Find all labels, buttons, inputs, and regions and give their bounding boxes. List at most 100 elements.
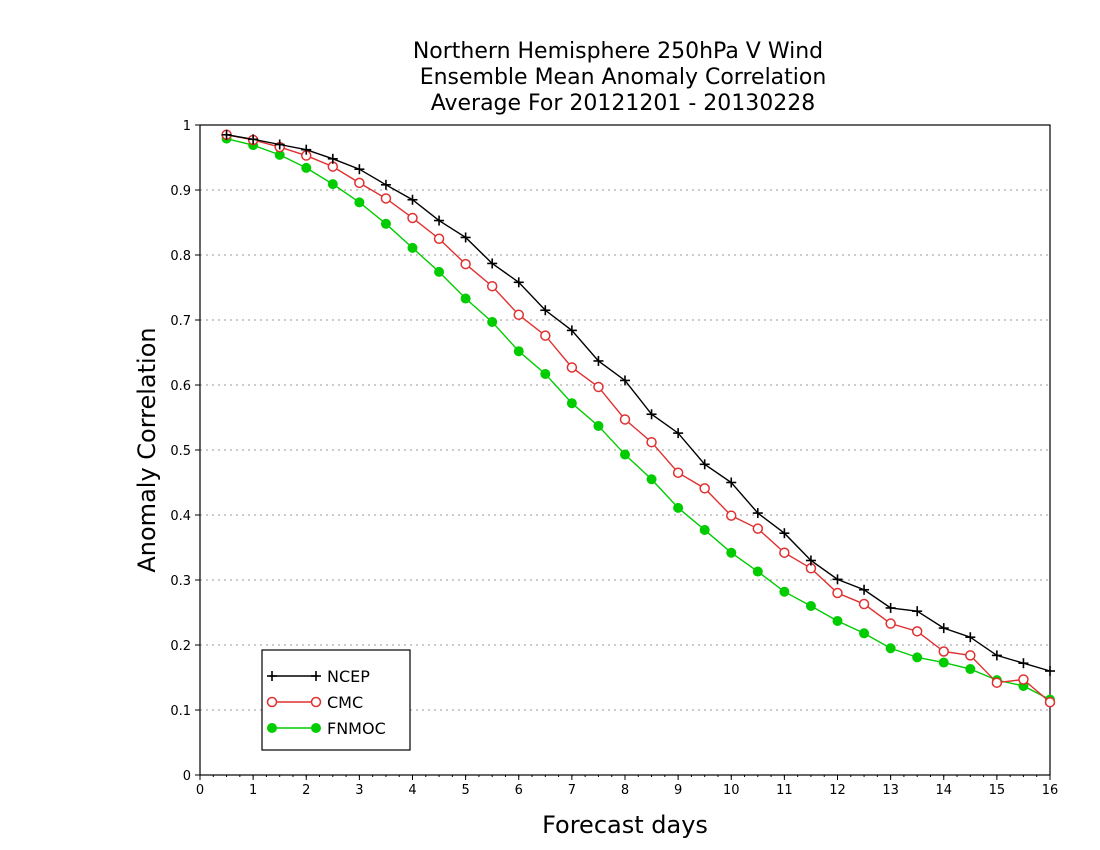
data-point-fnmoc bbox=[673, 502, 684, 513]
data-point-cmc bbox=[752, 523, 764, 534]
data-point-ncep bbox=[327, 153, 338, 164]
x-tick-label: 4 bbox=[408, 783, 416, 798]
data-point-ncep bbox=[779, 528, 790, 539]
data-point-ncep bbox=[673, 428, 684, 439]
data-point-ncep bbox=[513, 277, 524, 288]
data-point-ncep bbox=[885, 602, 896, 613]
legend-marker bbox=[311, 671, 321, 681]
data-point-cmc bbox=[380, 193, 392, 204]
data-point-fnmoc bbox=[752, 566, 763, 577]
x-tick-label: 9 bbox=[674, 783, 682, 798]
data-point-fnmoc bbox=[620, 449, 630, 460]
data-point-ncep bbox=[380, 179, 391, 190]
data-point-ncep bbox=[354, 164, 365, 175]
title-line-2: Ensemble Mean Anomaly Correlation bbox=[420, 65, 827, 90]
data-point-fnmoc bbox=[699, 524, 710, 535]
data-point-ncep bbox=[221, 129, 232, 140]
x-tick-label: 2 bbox=[302, 783, 310, 798]
y-tick-label: 0.8 bbox=[170, 249, 191, 264]
data-point-ncep bbox=[805, 555, 816, 566]
data-point-fnmoc bbox=[646, 474, 657, 485]
data-point-fnmoc bbox=[460, 293, 471, 304]
y-tick-label: 1 bbox=[183, 119, 191, 134]
y-tick-label: 0.2 bbox=[170, 639, 191, 654]
data-point-cmc bbox=[433, 233, 445, 244]
data-point-cmc bbox=[1018, 674, 1029, 685]
y-tick-label: 0.3 bbox=[170, 574, 191, 589]
y-tick-label: 0.1 bbox=[170, 704, 191, 719]
series-line-ncep bbox=[226, 134, 1051, 672]
chart-title: Northern Hemisphere 250hPa V Wind Ensemb… bbox=[413, 39, 826, 116]
x-tick-label: 15 bbox=[989, 783, 1006, 798]
y-tick-label: 0.5 bbox=[170, 444, 191, 459]
data-point-ncep bbox=[620, 375, 630, 386]
data-point-fnmoc bbox=[380, 218, 391, 229]
data-point-ncep bbox=[434, 215, 445, 226]
data-point-cmc bbox=[619, 414, 631, 425]
data-point-fnmoc bbox=[513, 346, 524, 357]
data-point-ncep bbox=[566, 325, 577, 336]
title-line-1: Northern Hemisphere 250hPa V Wind bbox=[413, 39, 823, 64]
x-tick-label: 8 bbox=[621, 783, 629, 798]
data-point-ncep bbox=[593, 355, 604, 366]
data-point-cmc bbox=[486, 280, 498, 292]
data-point-cmc bbox=[566, 362, 578, 373]
data-point-fnmoc bbox=[327, 179, 338, 190]
y-tick-label: 0.9 bbox=[170, 184, 191, 199]
legend-label: CMC bbox=[327, 693, 363, 712]
data-point-fnmoc bbox=[407, 242, 418, 253]
x-tick-label: 6 bbox=[515, 783, 523, 798]
x-tick-label: 7 bbox=[568, 783, 576, 798]
series-cmc bbox=[221, 129, 1056, 708]
data-point-ncep bbox=[752, 508, 763, 519]
legend-label: NCEP bbox=[327, 667, 370, 686]
data-point-cmc bbox=[938, 646, 949, 657]
x-axis: 0 1 2 3 4 5 6 7 8 9 10 11 12 13 14 15 16 bbox=[196, 775, 1058, 798]
x-tick-label: 16 bbox=[1042, 783, 1059, 798]
x-tick-label: 0 bbox=[196, 783, 204, 798]
x-tick-label: 11 bbox=[776, 783, 793, 798]
data-point-ncep bbox=[540, 305, 551, 316]
data-point-fnmoc bbox=[487, 316, 498, 327]
data-point-ncep bbox=[965, 632, 976, 643]
data-point-fnmoc bbox=[965, 664, 976, 675]
data-point-cmc bbox=[911, 626, 923, 637]
data-point-cmc bbox=[672, 467, 684, 478]
data-point-cmc bbox=[779, 547, 790, 558]
data-point-ncep bbox=[301, 144, 312, 155]
data-point-fnmoc bbox=[354, 197, 365, 208]
legend-marker bbox=[311, 723, 321, 733]
data-point-ncep bbox=[1018, 658, 1029, 669]
legend-item-cmc: CMC bbox=[266, 693, 363, 712]
y-axis-label: Anomaly Correlation bbox=[133, 327, 161, 572]
x-tick-label: 3 bbox=[355, 783, 363, 798]
data-point-fnmoc bbox=[566, 398, 577, 409]
data-point-cmc bbox=[832, 587, 843, 599]
legend-item-ncep: NCEP bbox=[267, 667, 370, 686]
data-point-cmc bbox=[965, 650, 976, 661]
data-point-fnmoc bbox=[805, 601, 816, 611]
data-point-fnmoc bbox=[832, 615, 843, 626]
data-point-ncep bbox=[460, 232, 471, 243]
data-point-ncep bbox=[248, 134, 259, 145]
data-point-cmc bbox=[858, 598, 870, 610]
data-point-ncep bbox=[646, 409, 657, 420]
x-axis-label: Forecast days bbox=[542, 811, 708, 839]
data-point-cmc bbox=[593, 381, 604, 393]
series-fnmoc bbox=[221, 133, 1055, 705]
data-point-ncep bbox=[832, 574, 843, 585]
legend-marker bbox=[267, 671, 277, 681]
data-point-cmc bbox=[646, 436, 657, 448]
data-point-ncep bbox=[938, 623, 949, 634]
data-point-fnmoc bbox=[726, 547, 737, 558]
y-tick-label: 0.6 bbox=[170, 379, 191, 394]
data-point-fnmoc bbox=[938, 657, 949, 668]
x-tick-label: 12 bbox=[829, 783, 846, 798]
y-tick-label: 0.4 bbox=[170, 509, 191, 524]
data-point-cmc bbox=[354, 177, 365, 189]
data-series bbox=[221, 129, 1056, 708]
data-point-cmc bbox=[726, 510, 737, 521]
legend-marker bbox=[266, 696, 278, 708]
data-point-fnmoc bbox=[779, 586, 790, 597]
